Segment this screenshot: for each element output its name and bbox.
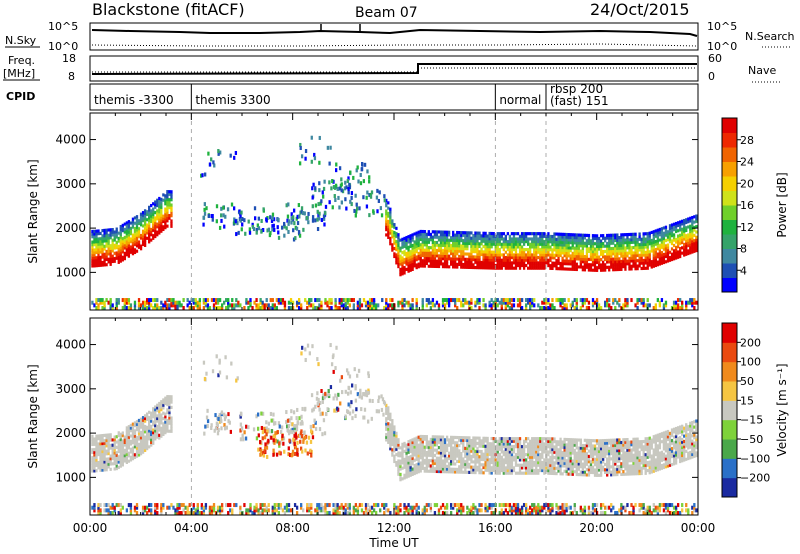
colorbar-tick-label: 20 [740, 177, 754, 190]
colorbar-swatch [722, 361, 737, 382]
nsearch-tick-bottom: 10^0 [707, 40, 737, 53]
colorbar-tick-label: −50 [740, 433, 763, 446]
colorbar-swatch [722, 323, 737, 343]
colorbar-tick-label: 24 [740, 156, 754, 169]
nsky-label: N.Sky [5, 34, 37, 47]
y-tick-label: 4000 [55, 133, 86, 147]
colorbar-tick-label: −100 [740, 452, 770, 465]
colorbar-swatch [722, 342, 737, 363]
colorbar-swatch [722, 458, 737, 479]
colorbar-tick-label: 50 [740, 375, 754, 388]
colorbar-swatch [722, 205, 737, 220]
nsky-tick-bottom: 10^0 [48, 40, 78, 53]
colorbar-swatch [722, 190, 737, 206]
colorbar-tick-label: 100 [740, 356, 761, 369]
cpid-name: themis -3300 [94, 93, 174, 107]
nave-line [92, 67, 697, 73]
colorbar-tick-label: 8 [740, 243, 747, 256]
y-tick-label: 2000 [55, 426, 86, 440]
y-tick-label: 4000 [55, 338, 86, 352]
colorbar-swatch [722, 277, 737, 293]
freq-tick-bottom: 8 [68, 70, 75, 83]
colorbar-swatch [722, 477, 737, 498]
cpid-name: normal [499, 93, 541, 107]
colorbar-tick-label: 4 [740, 264, 747, 277]
colorbar-tick-label: −200 [740, 472, 770, 485]
freq-tick-top: 18 [62, 52, 76, 65]
x-tick-label: 20:00 [579, 521, 614, 535]
colorbar-tick-label: 200 [740, 336, 761, 349]
nsearch-tick-top: 10^5 [707, 20, 737, 33]
y-tick-label: 1000 [55, 470, 86, 484]
colorbar-swatch [722, 248, 737, 264]
colorbar-tick-label: −15 [740, 414, 763, 427]
colorbar-label: Velocity [m s⁻¹] [775, 363, 789, 456]
x-tick-label: 12:00 [377, 521, 412, 535]
x-tick-label: 04:00 [174, 521, 209, 535]
y-tick-label: 3000 [55, 382, 86, 396]
colorbar-swatch [722, 234, 737, 249]
nave-tick-bottom: 0 [708, 70, 715, 83]
nsearch-label: N.Search [745, 30, 795, 43]
cpid-name: themis 3300 [195, 93, 270, 107]
colorbar-swatch [722, 219, 737, 235]
nsky-panel [89, 22, 699, 51]
power-colorbar: 28 24 20 16 12 8 4 Power [dB] [721, 117, 789, 293]
nave-tick-top: 60 [708, 52, 722, 65]
x-tick-label: 00:00 [681, 521, 716, 535]
y-axis-label: Slant Range [km] [26, 159, 40, 263]
colorbar-swatch [722, 132, 737, 148]
colorbar-swatch [722, 419, 737, 440]
power-echoes [91, 135, 698, 311]
nave-label: Nave [748, 64, 776, 77]
cpid-label: CPID [6, 90, 35, 103]
colorbar-swatch [722, 400, 737, 421]
colorbar-swatch [722, 161, 737, 177]
y-tick-label: 3000 [55, 177, 86, 191]
colorbar-swatch [722, 381, 737, 401]
cpid-name: rbsp 200 [550, 82, 603, 96]
colorbar-tick-label: 15 [740, 394, 754, 407]
colorbar-tick-label: 12 [740, 221, 754, 234]
x-tick-label: 00:00 [73, 521, 108, 535]
beam-title: Beam 07 [355, 5, 418, 21]
x-axis-label: Time UT [368, 536, 419, 550]
colorbar-swatch [722, 118, 737, 133]
colorbar-swatch [722, 439, 737, 459]
freq-panel [89, 55, 699, 82]
y-tick-label: 1000 [55, 265, 86, 279]
nsky-tick-top: 10^5 [48, 20, 78, 33]
freq-label-bottom: [MHz] [3, 67, 35, 80]
x-tick-label: 16:00 [478, 521, 513, 535]
y-tick-label: 2000 [55, 221, 86, 235]
velocity-colorbar: 200 100 50 15 −15 −50 −100 −200 Velocity [m s⁻¹] [721, 322, 789, 498]
velocity-panel: 1000 2000 3000 4000 Slant Range [km] 200 100 50… [26, 317, 789, 550]
x-tick-label: 08:00 [275, 521, 310, 535]
y-axis-label: Slant Range [km] [26, 364, 40, 468]
cpid-name-line2: (fast) 151 [550, 94, 609, 108]
colorbar-swatch [722, 263, 737, 278]
colorbar-tick-label: 16 [740, 199, 754, 212]
colorbar-label: Power [dB] [775, 172, 789, 237]
freq-label-top: Freq. [8, 54, 35, 67]
date-title: 24/Oct/2015 [590, 0, 690, 19]
nsky-line [91, 28, 698, 37]
power-panel: 1000 2000 3000 4000 Slant Range [km] 28 24 20 16… [26, 112, 789, 311]
cpid-panel: themis -3300 themis 3300 normal rbsp 200(fa… [89, 82, 699, 111]
colorbar-tick-label: 28 [740, 134, 754, 147]
colorbar-swatch [722, 147, 737, 162]
station-title: Blackstone (fitACF) [92, 0, 245, 19]
cpid-frame [89, 83, 699, 111]
colorbar-swatch [722, 176, 737, 191]
nsearch-line [91, 43, 698, 47]
